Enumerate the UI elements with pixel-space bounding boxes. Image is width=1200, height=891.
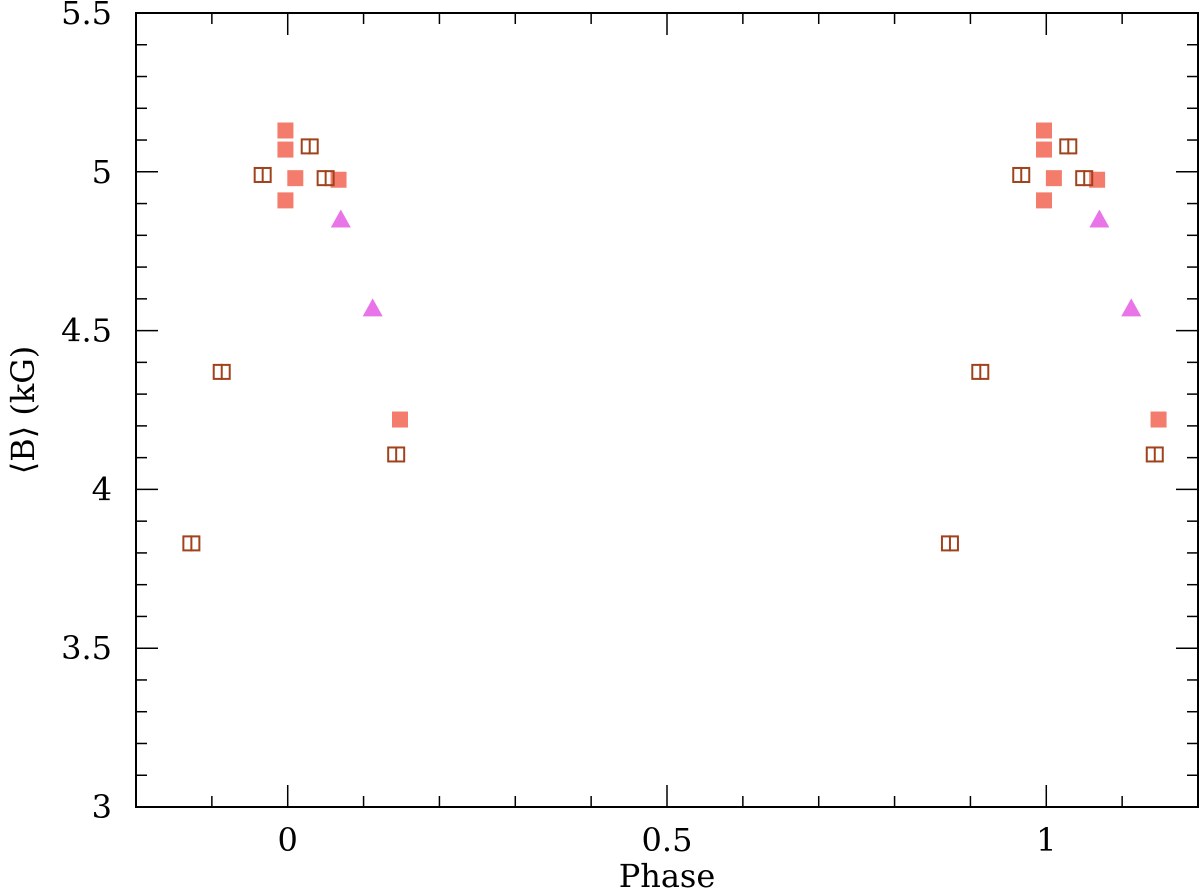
filled-triangle-point bbox=[1089, 209, 1110, 228]
y-tick-label: 3 bbox=[92, 788, 112, 826]
filled-square-point bbox=[1045, 170, 1062, 187]
open-square-point bbox=[940, 535, 959, 552]
x-tick-label: 1 bbox=[1036, 821, 1056, 859]
y-tick-label: 4 bbox=[92, 470, 112, 508]
filled-square-point bbox=[1150, 411, 1167, 428]
filled-square-point bbox=[1036, 141, 1053, 158]
open-square-point bbox=[253, 166, 272, 183]
y-axis-title: ⟨B⟩ (kG) bbox=[4, 346, 42, 475]
filled-triangle-point bbox=[330, 209, 351, 228]
open-square-point bbox=[1145, 446, 1164, 463]
filled-triangle-point bbox=[1121, 298, 1142, 317]
filled-square-point bbox=[1036, 122, 1053, 139]
open-square-point bbox=[316, 170, 335, 187]
filled-square-point bbox=[277, 141, 294, 158]
open-square-point bbox=[971, 363, 990, 380]
points-layer bbox=[182, 122, 1167, 552]
x-tick-label: 0.5 bbox=[642, 821, 693, 859]
filled-square-point bbox=[287, 170, 304, 187]
open-square-point bbox=[212, 363, 231, 380]
open-square-point bbox=[1075, 170, 1094, 187]
filled-triangle-point bbox=[362, 298, 383, 317]
x-tick-label: 0 bbox=[278, 821, 298, 859]
filled-square-point bbox=[1036, 192, 1053, 209]
filled-square-point bbox=[277, 122, 294, 139]
y-tick-label: 5.5 bbox=[61, 0, 112, 32]
x-axis-title: Phase bbox=[619, 857, 716, 891]
ticks-layer: 0 0.5 1 3 3.5 4 4.5 5 5.5 bbox=[61, 0, 1199, 859]
open-square-point bbox=[1059, 138, 1078, 155]
open-square-point bbox=[1012, 166, 1031, 183]
y-tick-label: 5 bbox=[92, 153, 112, 191]
open-square-point bbox=[300, 138, 319, 155]
filled-square-point bbox=[391, 411, 408, 428]
plot-frame bbox=[135, 12, 1199, 808]
y-tick-label: 3.5 bbox=[61, 629, 112, 667]
open-square-point bbox=[182, 535, 201, 552]
open-square-point bbox=[387, 446, 406, 463]
y-tick-label: 4.5 bbox=[61, 312, 112, 350]
filled-square-point bbox=[277, 192, 294, 209]
